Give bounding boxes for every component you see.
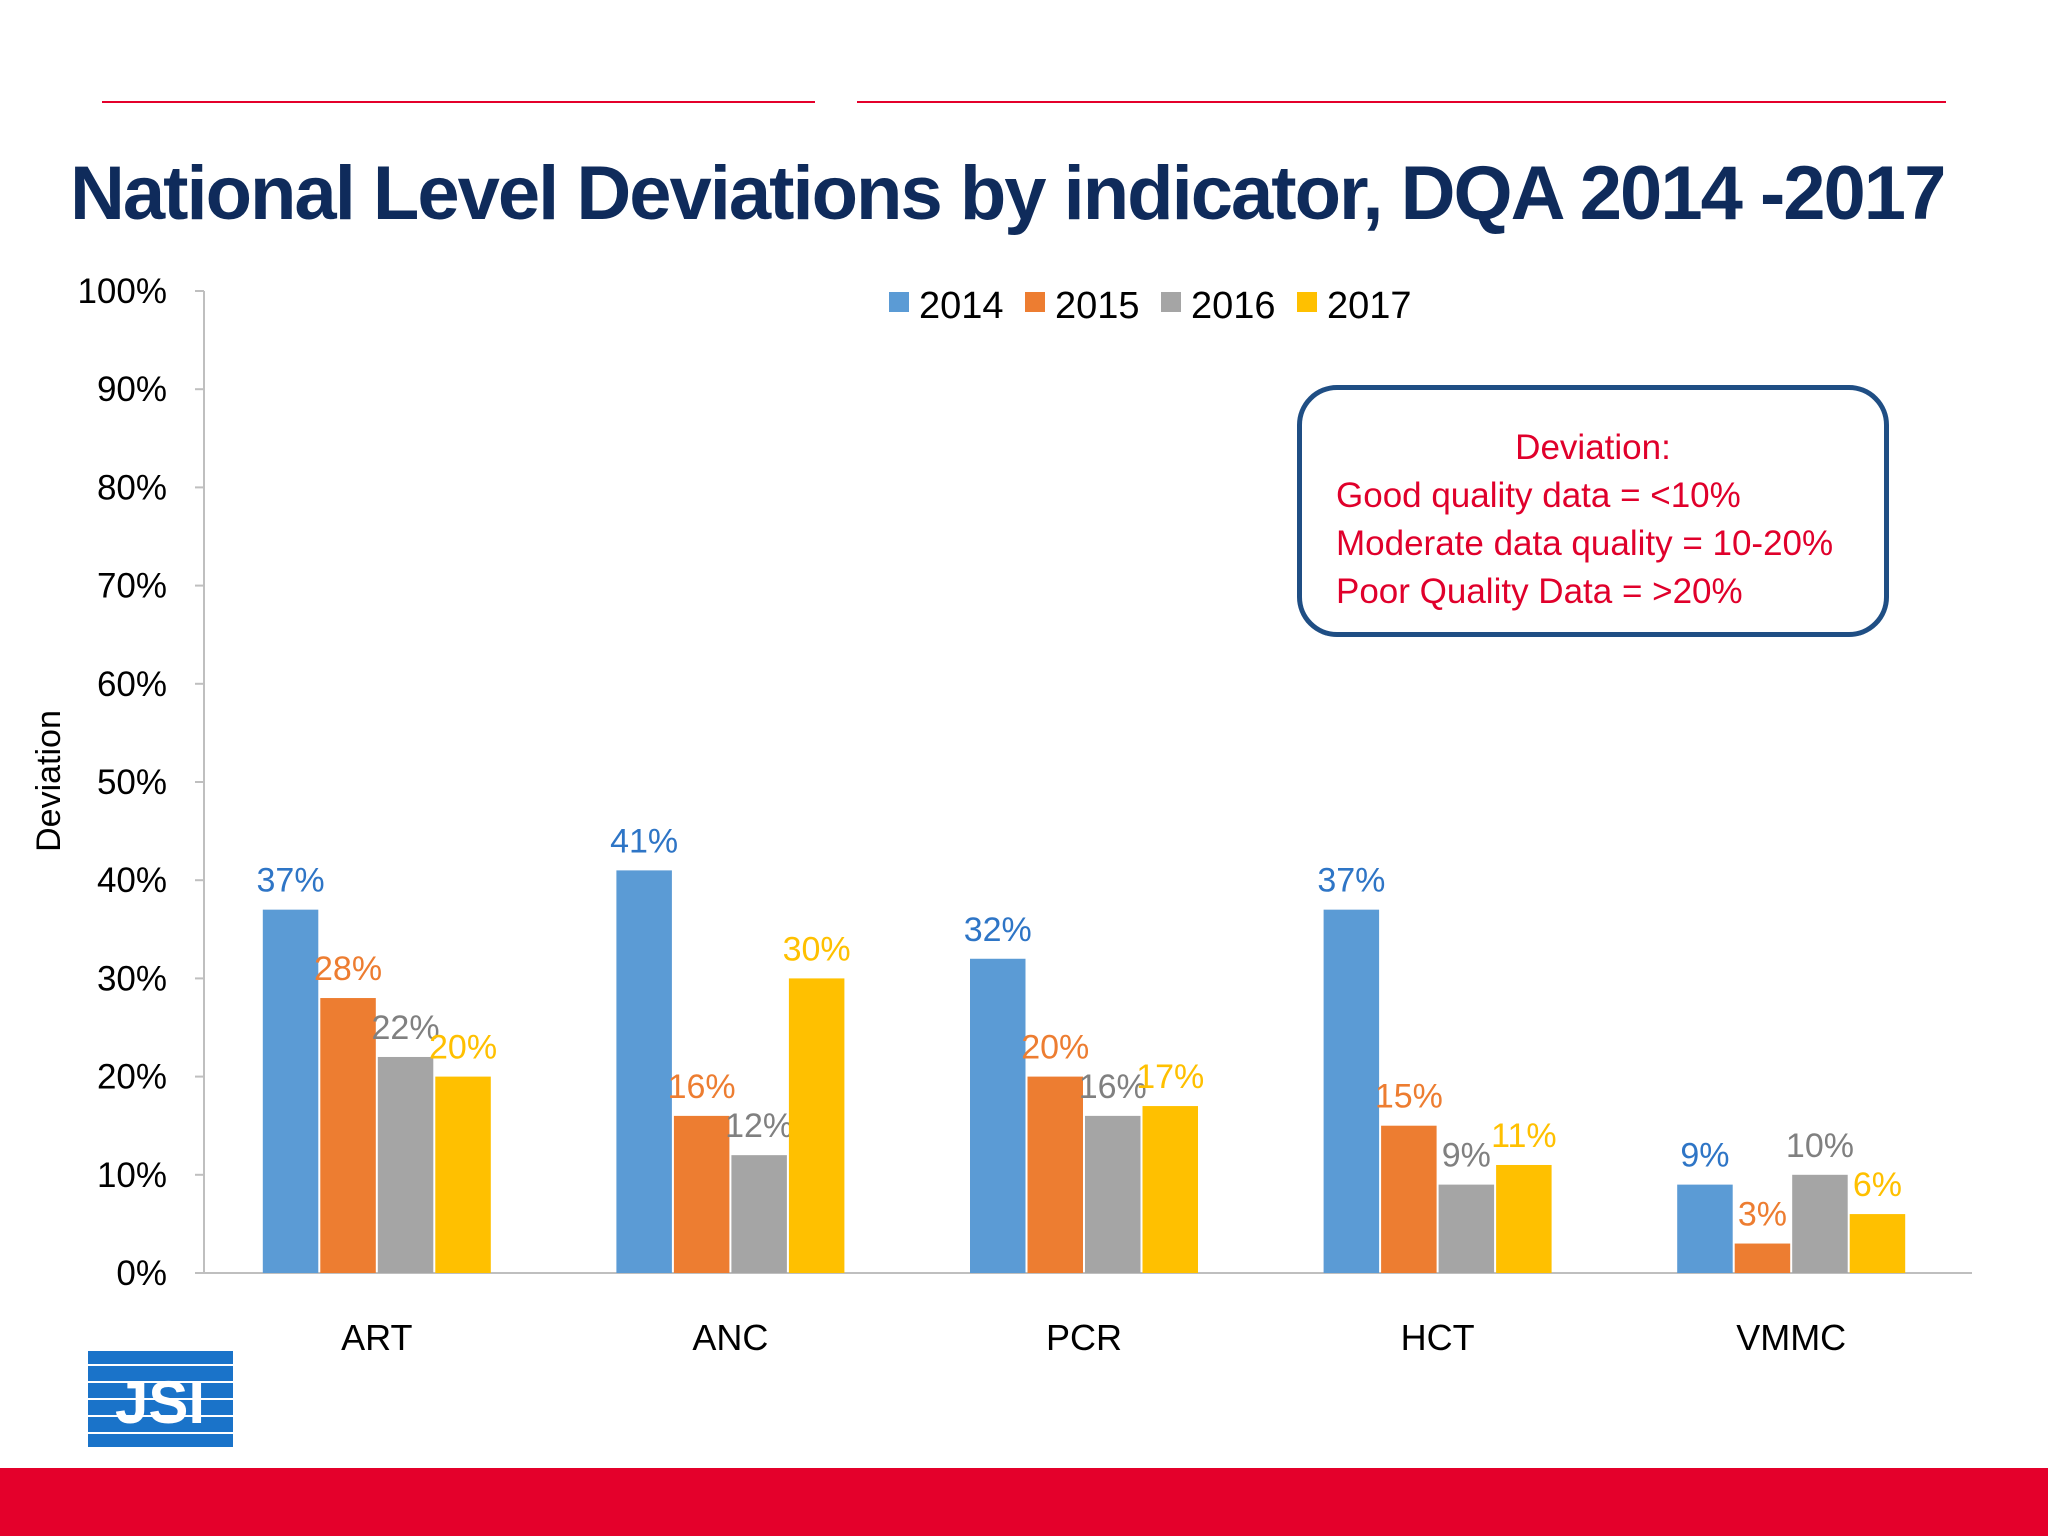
y-tick-label: 10% — [97, 1156, 167, 1195]
data-label: 20% — [429, 1029, 497, 1067]
bar-2015-VMMC — [1734, 1243, 1791, 1273]
data-label: 15% — [1375, 1078, 1443, 1116]
data-label: 32% — [964, 911, 1032, 949]
data-label: 12% — [725, 1107, 793, 1145]
jsi-logo: JSI — [88, 1351, 233, 1447]
legend-label: 2016 — [1191, 285, 1276, 327]
y-tick-label: 100% — [77, 272, 167, 311]
y-tick-label: 0% — [116, 1254, 167, 1293]
data-label: 16% — [668, 1068, 736, 1106]
bar-2017-PCR — [1142, 1106, 1198, 1273]
bar-2014-HCT — [1323, 909, 1380, 1273]
legend-swatch-2016 — [1161, 292, 1181, 312]
data-label: 22% — [372, 1009, 440, 1047]
bar-2017-HCT — [1496, 1164, 1552, 1273]
data-label: 41% — [610, 822, 678, 860]
category-label: ANC — [692, 1317, 768, 1358]
top-rule-right — [857, 101, 1946, 103]
data-label: 37% — [1317, 862, 1385, 900]
category-label: HCT — [1401, 1317, 1475, 1358]
bar-2015-ART — [320, 998, 376, 1273]
data-label: 28% — [314, 950, 382, 988]
y-tick-label: 40% — [97, 861, 167, 900]
bar-2016-ANC — [731, 1155, 787, 1273]
category-label: PCR — [1046, 1317, 1122, 1358]
note-line: Good quality data = <10% — [1336, 476, 1741, 515]
y-tick-label: 20% — [97, 1058, 167, 1097]
y-tick-label: 80% — [97, 468, 167, 507]
data-label: 10% — [1786, 1127, 1854, 1165]
legend-label: 2014 — [919, 285, 1004, 327]
footer-band — [0, 1468, 2048, 1536]
legend-swatch-2017 — [1297, 292, 1317, 312]
data-label: 9% — [1680, 1137, 1729, 1175]
y-tick-label: 30% — [97, 959, 167, 998]
legend-swatch-2015 — [1025, 292, 1045, 312]
data-label: 11% — [1491, 1117, 1557, 1155]
bar-2015-ANC — [673, 1115, 730, 1273]
bar-2014-ART — [262, 909, 319, 1273]
bar-2016-VMMC — [1792, 1174, 1848, 1273]
note-line: Poor Quality Data = >20% — [1336, 572, 1743, 611]
svg-text:JSI: JSI — [115, 1369, 205, 1436]
top-rule-left — [102, 101, 815, 103]
data-label: 9% — [1442, 1137, 1491, 1175]
data-label: 16% — [1079, 1068, 1147, 1106]
data-label: 20% — [1021, 1029, 1089, 1067]
data-label: 37% — [257, 862, 325, 900]
bar-2015-PCR — [1027, 1076, 1083, 1273]
bar-2015-HCT — [1381, 1125, 1437, 1273]
bar-2016-PCR — [1085, 1115, 1141, 1273]
bar-2014-VMMC — [1677, 1184, 1733, 1273]
page-title: National Level Deviations by indicator, … — [70, 151, 1946, 236]
bar-2014-ANC — [616, 870, 672, 1273]
bar-2014-PCR — [970, 958, 1026, 1273]
bar-chart: 0% 10% 20% 30% 40% 50% 60% 70% 80% 90% 100% Deviati… — [30, 272, 1972, 1358]
bar-2017-VMMC — [1849, 1214, 1906, 1273]
bar-2017-ANC — [788, 978, 845, 1273]
note-heading: Deviation: — [1515, 428, 1671, 467]
legend-label: 2017 — [1327, 285, 1412, 327]
y-tick-label: 70% — [97, 567, 167, 606]
data-label: 30% — [783, 930, 851, 968]
data-label: 17% — [1136, 1058, 1204, 1096]
y-tick-label: 50% — [97, 763, 167, 802]
data-label: 6% — [1853, 1166, 1902, 1204]
bar-2016-ART — [377, 1056, 434, 1273]
bar-2017-ART — [435, 1076, 491, 1273]
legend-swatch-2014 — [889, 292, 909, 312]
category-label: ART — [341, 1317, 412, 1358]
y-tick-label: 60% — [97, 665, 167, 704]
y-tick-label: 90% — [97, 370, 167, 409]
deviation-note-box: Deviation: Good quality data = <10% Mode… — [1297, 385, 1889, 637]
note-line: Moderate data quality = 10-20% — [1336, 524, 1834, 563]
legend-label: 2015 — [1055, 285, 1140, 327]
bar-2016-HCT — [1438, 1184, 1495, 1273]
category-label: VMMC — [1736, 1317, 1846, 1358]
y-axis-label: Deviation — [30, 710, 68, 852]
data-label: 3% — [1738, 1196, 1787, 1234]
